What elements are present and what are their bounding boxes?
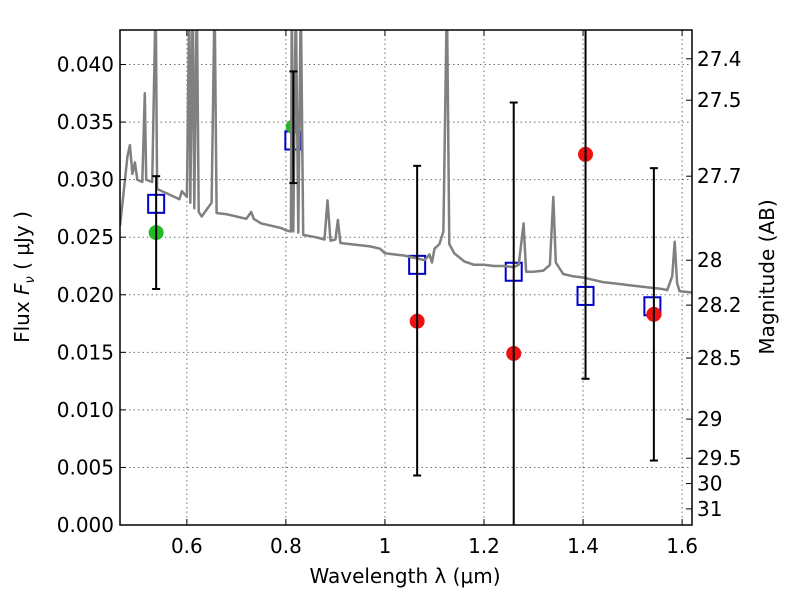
x-tick-label: 1.6 bbox=[666, 534, 698, 558]
y-tick-label: 0.020 bbox=[57, 283, 114, 307]
spectrum-line bbox=[120, 30, 692, 294]
y-axis-title-prefix: Flux bbox=[10, 295, 34, 343]
error-bar bbox=[152, 175, 161, 291]
y-tick-label: 0.035 bbox=[57, 110, 114, 134]
magnitude-axis-title: Magnitude (AB) bbox=[755, 199, 779, 354]
magnitude-tick-label: 28 bbox=[697, 248, 722, 272]
y-tick-label: 0.010 bbox=[57, 398, 114, 422]
markers bbox=[147, 119, 662, 361]
plot-area bbox=[120, 30, 692, 525]
x-tick-label: 1 bbox=[379, 534, 392, 558]
magnitude-tick-label: 28.5 bbox=[697, 346, 742, 370]
magnitude-tick-label: 28.2 bbox=[697, 293, 742, 317]
y-axis-title-suffix: ( μJy ) bbox=[10, 211, 34, 276]
x-tick-label: 1.2 bbox=[468, 534, 500, 558]
error-bar bbox=[581, 30, 590, 380]
y-axis-title: Flux Fν ( μJy ) bbox=[10, 211, 38, 343]
y-tick-label: 0.030 bbox=[57, 168, 114, 192]
error-bar bbox=[649, 167, 658, 462]
magnitude-tick-label: 27.5 bbox=[697, 88, 742, 112]
y-tick-label: 0.025 bbox=[57, 225, 114, 249]
x-tick-label: 1.4 bbox=[567, 534, 599, 558]
y-tick-label: 0.015 bbox=[57, 340, 114, 364]
y-tick-label: 0.000 bbox=[57, 513, 114, 537]
y-tick-label: 0.005 bbox=[57, 455, 114, 479]
magnitude-tick-label: 27.7 bbox=[697, 164, 742, 188]
x-tick-label: 0.8 bbox=[270, 534, 302, 558]
magnitude-tick-label: 31 bbox=[697, 497, 722, 521]
y-axis-title-subscript: ν bbox=[23, 276, 38, 283]
x-tick-label: 0.6 bbox=[171, 534, 203, 558]
magnitude-tick-label: 29.5 bbox=[697, 446, 742, 470]
x-axis: 0.6 0.8 1 1.2 1.4 1.6 bbox=[171, 30, 698, 558]
y-tick-label: 0.040 bbox=[57, 53, 114, 77]
y-axis-title-symbol: F bbox=[10, 283, 34, 295]
magnitude-tick-label: 30 bbox=[697, 472, 722, 496]
magnitude-tick-label: 27.4 bbox=[697, 47, 742, 71]
error-bar bbox=[413, 164, 422, 477]
error-bar bbox=[289, 70, 298, 185]
error-bar bbox=[509, 101, 518, 525]
x-axis-title: Wavelength λ (μm) bbox=[309, 564, 500, 588]
magnitude-tick-label: 29 bbox=[697, 407, 722, 431]
grid-lines bbox=[120, 30, 692, 525]
plot-frame bbox=[119, 29, 693, 526]
y-axis: 0.000 0.005 0.010 0.015 0.020 0.025 0.030 0.035… bbox=[57, 53, 126, 537]
